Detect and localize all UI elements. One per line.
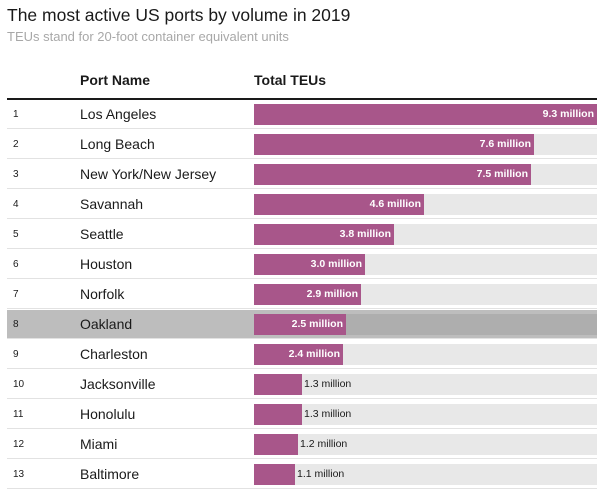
table-row[interactable]: 8 Oakland 2.5 million: [7, 310, 597, 339]
bar-track: 1.3 million: [254, 404, 597, 425]
port-name-label: Long Beach: [80, 136, 155, 152]
column-header-total-teus[interactable]: Total TEUs: [254, 72, 327, 88]
table-row[interactable]: 4 Savannah 4.6 million: [7, 190, 597, 219]
bar-track: 2.4 million: [254, 344, 597, 365]
rank-label: 4: [13, 199, 19, 210]
rank-label: 8: [13, 319, 19, 330]
port-name-label: Charleston: [80, 346, 148, 362]
chart-title: The most active US ports by volume in 20…: [7, 5, 351, 25]
table-row[interactable]: 7 Norfolk 2.9 million: [7, 280, 597, 309]
rank-label: 12: [13, 439, 25, 450]
table-row[interactable]: 3 New York/New Jersey 7.5 million: [7, 160, 597, 189]
bar-value-label: 2.4 million: [288, 348, 340, 360]
rank-label: 7: [13, 289, 19, 300]
table-row[interactable]: 12 Miami 1.2 million: [7, 430, 597, 459]
rank-label: 3: [13, 169, 19, 180]
table-row[interactable]: 9 Charleston 2.4 million: [7, 340, 597, 369]
bar[interactable]: [254, 374, 302, 395]
table-row[interactable]: 6 Houston 3.0 million: [7, 250, 597, 279]
header-rule: [7, 98, 597, 100]
bar-track: 4.6 million: [254, 194, 597, 215]
bar-value-label: 3.8 million: [339, 228, 391, 240]
bar-value-label: 1.1 million: [297, 468, 345, 480]
bar-value-label: 1.3 million: [304, 378, 352, 390]
chart-subtitle: TEUs stand for 20-foot container equival…: [7, 29, 289, 44]
bar-value-label: 2.9 million: [306, 288, 358, 300]
bar-value-label: 3.0 million: [310, 258, 362, 270]
bar-value-label: 9.3 million: [542, 108, 594, 120]
rank-label: 9: [13, 349, 19, 360]
port-name-label: Norfolk: [80, 286, 125, 302]
port-name-label: New York/New Jersey: [80, 166, 217, 182]
bar[interactable]: [254, 164, 531, 185]
bar-track: 3.0 million: [254, 254, 597, 275]
bar-track: 7.5 million: [254, 164, 597, 185]
bar-track: 1.1 million: [254, 464, 597, 485]
bar-track: 2.9 million: [254, 284, 597, 305]
rank-label: 2: [13, 139, 19, 150]
bar-value-label: 1.3 million: [304, 408, 352, 420]
rank-label: 10: [13, 379, 25, 390]
bar[interactable]: [254, 464, 295, 485]
port-name-label: Los Angeles: [80, 106, 157, 122]
bar-track: 1.3 million: [254, 374, 597, 395]
table-row[interactable]: 10 Jacksonville 1.3 million: [7, 370, 597, 399]
bar-value-label: 2.5 million: [291, 318, 343, 330]
table-row[interactable]: 1 Los Angeles 9.3 million: [7, 100, 597, 129]
table-row[interactable]: 2 Long Beach 7.6 million: [7, 130, 597, 159]
port-name-label: Savannah: [80, 196, 144, 212]
port-name-label: Oakland: [80, 316, 133, 332]
bar-value-label: 7.6 million: [479, 138, 531, 150]
port-name-label: Honolulu: [80, 406, 136, 422]
rank-label: 1: [13, 109, 19, 120]
bar[interactable]: [254, 194, 424, 215]
bar-value-label: 1.2 million: [300, 438, 348, 450]
port-name-label: Houston: [80, 256, 133, 272]
table-row[interactable]: 5 Seattle 3.8 million: [7, 220, 597, 249]
bar-track: 7.6 million: [254, 134, 597, 155]
table-row[interactable]: 13 Baltimore 1.1 million: [7, 460, 597, 489]
bar[interactable]: [254, 314, 346, 335]
port-name-label: Baltimore: [80, 466, 140, 482]
column-header-port-name[interactable]: Port Name: [80, 72, 151, 88]
bar[interactable]: [254, 254, 365, 275]
port-name-label: Jacksonville: [80, 376, 156, 392]
port-name-label: Seattle: [80, 226, 124, 242]
bar-value-label: 7.5 million: [476, 168, 528, 180]
bar[interactable]: [254, 224, 394, 245]
table-row[interactable]: 11 Honolulu 1.3 million: [7, 400, 597, 429]
bar[interactable]: [254, 344, 343, 365]
bar-value-label: 4.6 million: [369, 198, 421, 210]
rank-label: 6: [13, 259, 19, 270]
rank-label: 13: [13, 469, 25, 480]
bar[interactable]: [254, 434, 298, 455]
rank-label: 11: [13, 409, 24, 420]
port-name-label: Miami: [80, 436, 118, 452]
rank-label: 5: [13, 229, 19, 240]
bar[interactable]: [254, 134, 534, 155]
bar-track: 2.5 million: [254, 314, 597, 335]
bar[interactable]: [254, 104, 597, 125]
bar-track: 1.2 million: [254, 434, 597, 455]
bar-track: 9.3 million: [254, 104, 597, 125]
bar[interactable]: [254, 284, 361, 305]
bar[interactable]: [254, 404, 302, 425]
bar-track: 3.8 million: [254, 224, 597, 245]
